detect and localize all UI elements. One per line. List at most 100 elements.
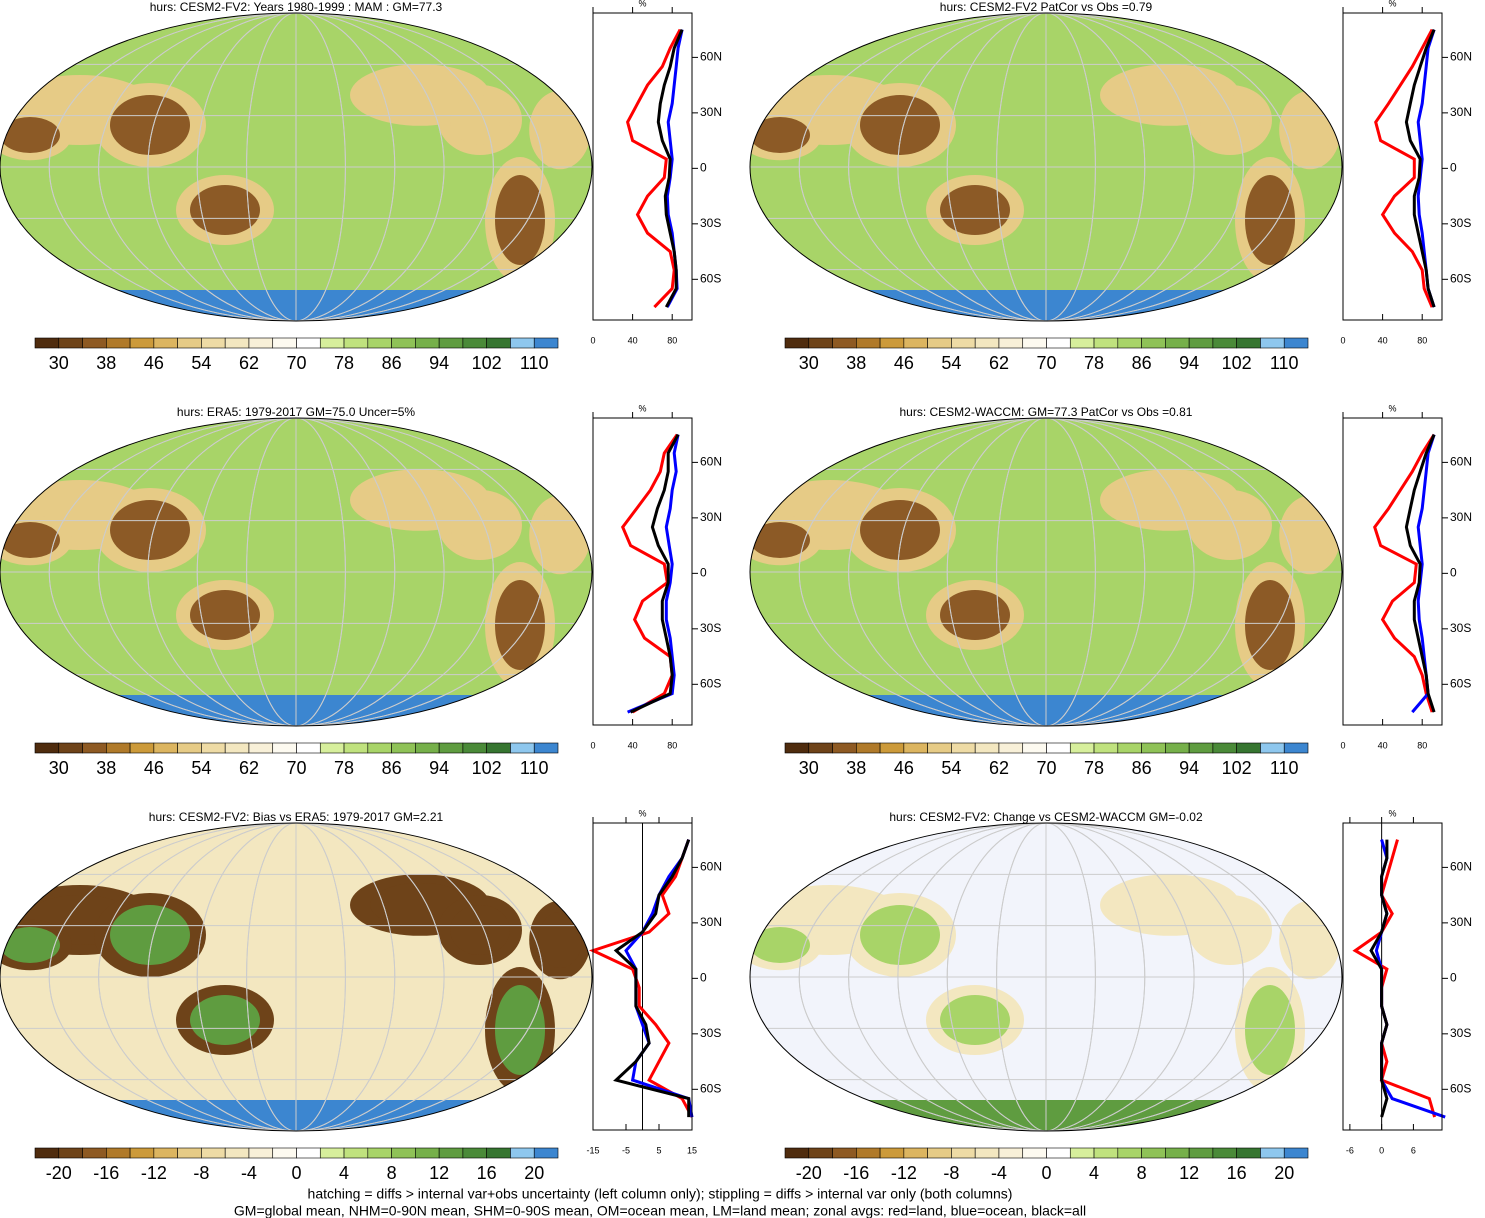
- colorbar-label: 70: [286, 353, 306, 373]
- colorbar-box: [1212, 742, 1237, 754]
- x-tick-label: 40: [1378, 740, 1388, 750]
- colorbar-box: [1117, 337, 1142, 349]
- map-outline: [749, 417, 1343, 727]
- colorbar-box: [153, 742, 178, 754]
- colorbar-label: 86: [1132, 758, 1152, 778]
- map-outline: [0, 822, 593, 1132]
- colorbar-label: 12: [429, 1163, 449, 1183]
- colorbar-box: [462, 742, 487, 754]
- y-tick-label: 60S: [1450, 271, 1471, 285]
- zonal-line: [1374, 28, 1434, 308]
- graticule: [98, 823, 494, 1131]
- colorbar-box: [129, 1147, 155, 1159]
- colorbar-box: [1117, 1147, 1142, 1159]
- x-tick-label: 80: [667, 335, 677, 345]
- x-tick-label: 0: [1340, 335, 1345, 345]
- zonal-line: [1373, 433, 1436, 713]
- map: [0, 13, 592, 321]
- colorbar-label: -20: [796, 1163, 822, 1183]
- plot-frame: [592, 417, 693, 726]
- map-region: [450, 905, 510, 955]
- map: [0, 418, 592, 726]
- colorbar-box: [438, 1147, 464, 1159]
- colorbar-box: [1093, 1147, 1119, 1159]
- colorbar-box: [272, 742, 297, 754]
- colorbar-label: 110: [1270, 353, 1299, 373]
- map-title: hurs: ERA5: 1979-2017 GM=75.0 Uncer=5%: [177, 405, 415, 419]
- colorbar-box: [1069, 1147, 1095, 1159]
- colorbar-label: 110: [520, 758, 549, 778]
- colorbar-box: [34, 337, 60, 349]
- colorbar-label: 46: [894, 353, 914, 373]
- zonal-line: [656, 29, 684, 308]
- y-tick-label: 60N: [1450, 455, 1472, 469]
- colorbar-label: 0: [291, 1163, 301, 1183]
- colorbar-box: [903, 337, 928, 349]
- map-region: [0, 927, 60, 963]
- map-region: [110, 500, 190, 560]
- colorbar-label: 20: [524, 1163, 544, 1183]
- graticule: [98, 13, 494, 321]
- graticule: [897, 418, 1195, 726]
- colorbar-label: 78: [1084, 353, 1104, 373]
- panel: hurs: CESM2-FV2: Years 1980-1999 : MAM :…: [0, 0, 722, 373]
- colorbar-label: -20: [46, 1163, 72, 1183]
- colorbar-box: [296, 1147, 321, 1159]
- map: [0, 823, 592, 1131]
- colorbar-label: -12: [891, 1163, 917, 1183]
- map-region: [860, 95, 940, 155]
- colorbar-label: 94: [429, 758, 449, 778]
- colorbar-box: [879, 337, 905, 349]
- colorbar-box: [951, 742, 976, 754]
- colorbar-box: [974, 742, 1000, 754]
- graticule: [996, 13, 1096, 321]
- colorbar-label: 86: [1132, 353, 1152, 373]
- x-tick-label: 80: [667, 740, 677, 750]
- y-tick-label: 30N: [700, 510, 722, 524]
- map-outline: [0, 12, 593, 322]
- colorbar-box: [1236, 337, 1261, 349]
- y-tick-label: 60N: [1450, 50, 1472, 64]
- colorbar-box: [1046, 1147, 1071, 1159]
- colorbar-box: [510, 1147, 535, 1159]
- colorbar-box: [856, 1147, 881, 1159]
- map-region: [750, 927, 810, 963]
- y-tick-label: 30N: [1450, 915, 1472, 929]
- colorbar-box: [1141, 742, 1166, 754]
- graticule: [798, 13, 1294, 321]
- colorbar-label: 30: [49, 353, 69, 373]
- zonal-line: [629, 433, 680, 714]
- x-tick-label: -5: [622, 1145, 630, 1155]
- colorbar-box: [1093, 742, 1119, 754]
- colorbar-label: 62: [989, 353, 1009, 373]
- y-tick-label: 0: [700, 161, 707, 175]
- colorbar-box: [1022, 1147, 1047, 1159]
- y-tick-label: 0: [700, 971, 707, 985]
- colorbar-box: [832, 742, 857, 754]
- colorbar-box: [296, 337, 321, 349]
- graticule: [246, 418, 346, 726]
- colorbar-box: [462, 337, 487, 349]
- map-region: [190, 995, 260, 1045]
- colorbar-label: 78: [334, 758, 354, 778]
- colorbar-box: [974, 337, 1000, 349]
- colorbar-label: -16: [843, 1163, 869, 1183]
- zonal-line: [1404, 29, 1436, 308]
- x-tick-label: 6: [1411, 1145, 1416, 1155]
- map-region: [750, 117, 810, 153]
- map-region: [860, 905, 940, 965]
- map-region: [110, 95, 190, 155]
- graticule: [848, 13, 1244, 321]
- y-tick-label: 60S: [700, 676, 721, 690]
- colorbar-box: [272, 337, 297, 349]
- zonal-line: [613, 839, 691, 1118]
- colorbar-box: [927, 337, 952, 349]
- map-outline: [749, 822, 1343, 1132]
- colorbar-box: [224, 337, 250, 349]
- colorbar-box: [486, 742, 511, 754]
- panel: hurs: CESM2-WACCM: GM=77.3 PatCor vs Obs…: [749, 403, 1472, 778]
- x-tick-label: 15: [687, 1145, 697, 1155]
- colorbar-box: [129, 742, 155, 754]
- colorbar-label: 70: [1036, 758, 1056, 778]
- colorbar-box: [415, 1147, 440, 1159]
